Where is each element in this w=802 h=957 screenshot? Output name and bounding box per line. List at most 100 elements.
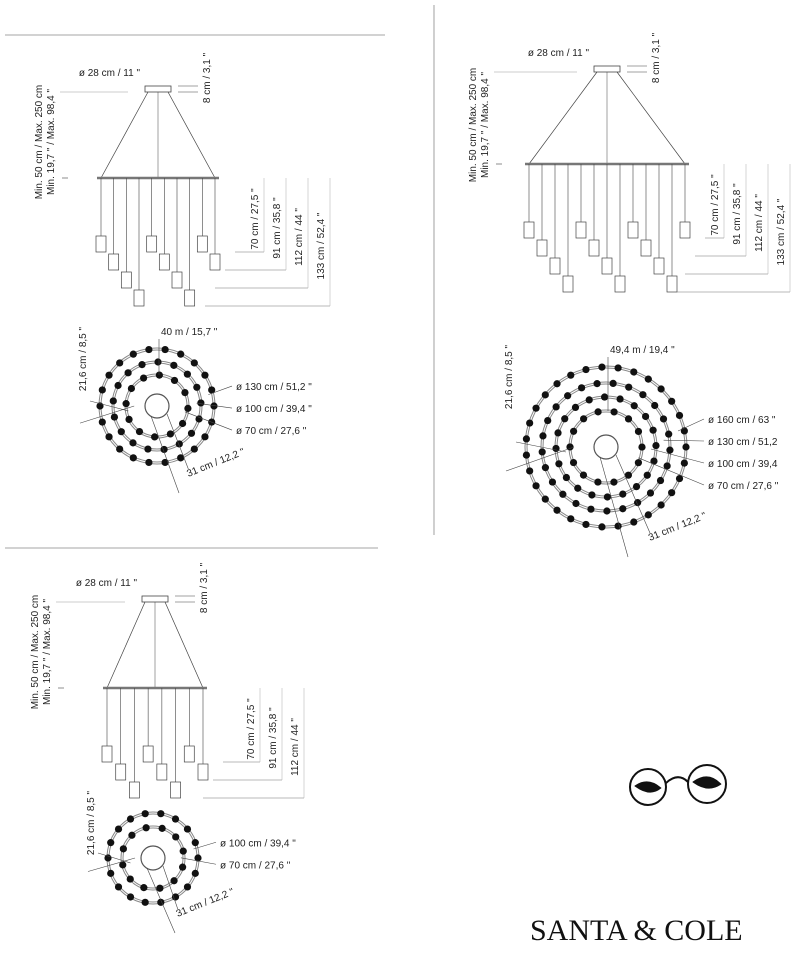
lamp-dot — [566, 443, 574, 451]
line — [164, 601, 204, 689]
lamp-dot — [614, 364, 622, 372]
lamp-dot — [158, 824, 166, 832]
lamp-dot — [141, 898, 149, 906]
lamp-dot — [532, 404, 540, 412]
lamp-dot — [585, 396, 593, 404]
height-range-in: Min. 19,7 " / Max. 98,4 " — [480, 72, 491, 178]
lamp-dot — [129, 439, 137, 447]
lamp-dot — [553, 380, 561, 388]
lamp-dot — [634, 459, 642, 467]
lamp-dot — [181, 388, 189, 397]
lamp-dot — [110, 413, 119, 421]
line — [89, 400, 129, 412]
lamp-dot — [114, 883, 123, 891]
lamp-dot — [177, 350, 185, 358]
drop-height: 112 cm / 44 " — [754, 194, 765, 252]
lamp-dot — [552, 403, 560, 411]
lamp-dot — [619, 490, 627, 498]
lamp-dot — [138, 361, 146, 369]
lamp-dot — [522, 435, 531, 443]
lamp-dot — [619, 505, 627, 513]
pendant — [184, 289, 196, 307]
lamp-dot — [210, 402, 218, 410]
lamp-dot — [179, 847, 187, 855]
lamp-dot — [141, 810, 149, 818]
pendant — [120, 271, 132, 289]
lamp-dot — [668, 397, 676, 405]
lamp-dot — [646, 489, 655, 497]
lamp-dot — [666, 446, 674, 454]
lamp-dot — [151, 433, 159, 441]
lamp-dot — [650, 457, 658, 465]
lamp-dot — [639, 391, 647, 399]
lamp-dot — [579, 471, 588, 479]
canopy-diameter: ø 28 cm / 11 " — [76, 578, 138, 589]
pendant — [108, 253, 120, 271]
lamp-dot — [127, 384, 136, 393]
ring-diameter: ø 100 cm / 39,4 " — [220, 838, 296, 849]
lamp-dot — [116, 445, 124, 453]
lamp-dot — [675, 411, 684, 420]
pendant — [133, 289, 145, 307]
lamp-dot — [170, 877, 178, 885]
drop-height: 70 cm / 27,5 " — [246, 698, 257, 760]
line — [166, 413, 189, 470]
pendant — [146, 235, 158, 253]
drop-height: 91 cm / 35,8 " — [272, 197, 283, 259]
lamp-dot — [624, 415, 633, 423]
lamp-dot — [195, 415, 203, 423]
lamp-dot — [577, 384, 586, 392]
lamp-dot — [142, 824, 150, 832]
lamp-dot — [656, 476, 665, 485]
lamp-dot — [569, 458, 578, 467]
lamp-dot — [526, 419, 534, 427]
pendant — [549, 257, 561, 275]
pendant — [601, 257, 613, 275]
canopy-height: 8 cm / 3,1 " — [651, 32, 662, 83]
pendant — [653, 257, 665, 275]
lamp-dot — [614, 522, 622, 530]
lamp-dot — [191, 839, 199, 847]
height-range-cm: Min. 50 cm / Max. 250 cm — [34, 85, 45, 199]
ring-diameter: ø 160 cm / 63 " — [708, 415, 776, 426]
lamp-dot — [570, 427, 578, 435]
lamp-dot — [129, 350, 137, 358]
height-range-in: Min. 19,7 " / Max. 98,4 " — [46, 89, 57, 195]
lamp-dot — [659, 415, 668, 423]
lamp-dot — [105, 433, 113, 441]
lamp-dot — [197, 399, 205, 407]
pendant — [183, 745, 195, 763]
lamp-dot — [582, 365, 590, 374]
canopy — [144, 85, 172, 93]
lamp-dot — [593, 380, 601, 388]
lamp-dot — [128, 831, 136, 839]
lamp-dot — [194, 854, 202, 862]
pendant — [614, 275, 626, 293]
line — [100, 91, 149, 179]
lamp-dot — [548, 478, 557, 486]
lamp-dot — [567, 371, 575, 379]
ring-diameter: ø 130 cm / 51,2 " — [236, 382, 312, 393]
lamp-dot — [675, 474, 684, 483]
lamp-dot — [125, 415, 133, 424]
pendant — [523, 221, 535, 239]
pendant — [679, 221, 691, 239]
lamp-dot — [170, 361, 178, 369]
line — [150, 415, 180, 494]
line — [599, 456, 629, 558]
lamp-dot — [154, 358, 162, 366]
pendant — [170, 781, 181, 799]
lamp-dot — [644, 511, 652, 519]
logo-bridge — [665, 776, 689, 784]
logo-iris — [692, 776, 722, 789]
line — [196, 402, 233, 409]
lamp-dot — [571, 403, 580, 411]
lamp-dot — [140, 884, 148, 892]
canopy-height: 8 cm / 3,1 " — [199, 562, 210, 613]
lamp-dot — [107, 839, 115, 847]
arm-spacing: 21,6 cm / 8,5 " — [78, 326, 89, 391]
lamp-dot — [184, 404, 192, 412]
lamp-dot — [135, 427, 144, 436]
pendant — [209, 253, 221, 271]
drop-height: 112 cm / 44 " — [290, 718, 301, 776]
